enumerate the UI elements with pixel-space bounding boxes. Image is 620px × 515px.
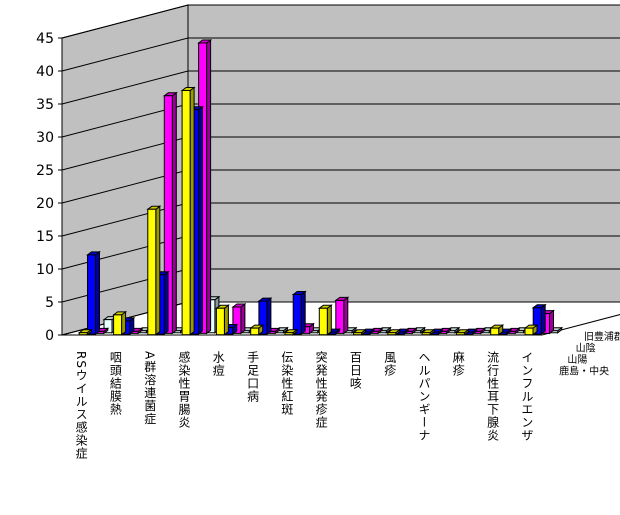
category-label: 咽頭結膜熱 xyxy=(108,351,122,416)
bar xyxy=(489,324,505,336)
bar-face xyxy=(181,90,191,336)
bar xyxy=(112,310,128,336)
bar-face xyxy=(524,327,534,336)
bar-face xyxy=(335,299,345,334)
bar-face xyxy=(113,314,123,336)
bar-face xyxy=(318,307,328,336)
series-label: 鹿島・中央 xyxy=(559,365,609,378)
category-label: 突発性発疹症 xyxy=(314,350,328,429)
bar xyxy=(214,304,230,336)
bar-face xyxy=(421,332,431,336)
bar-face xyxy=(189,86,195,336)
y-tick-label: 20 xyxy=(36,196,54,212)
back-wall xyxy=(187,4,620,303)
bar xyxy=(180,86,196,336)
category-label: 麻疹 xyxy=(451,350,465,377)
y-tick-label: 15 xyxy=(36,229,54,245)
bar-face xyxy=(87,254,96,335)
bar-face xyxy=(455,332,465,336)
bar xyxy=(86,250,101,336)
bar xyxy=(77,328,93,336)
category-label: 伝染性紅斑 xyxy=(280,351,294,416)
bar-face xyxy=(171,91,177,335)
bar xyxy=(146,205,162,336)
y-tick-label: 35 xyxy=(36,97,54,113)
bar-face xyxy=(121,310,127,336)
bar xyxy=(249,324,265,336)
y-tick-label: 40 xyxy=(36,64,54,80)
bar-face xyxy=(549,309,554,335)
bar xyxy=(334,296,350,335)
series-label: 山陰 xyxy=(576,341,596,354)
bar-face xyxy=(540,303,546,336)
bar-face xyxy=(240,303,246,335)
bar-face xyxy=(223,304,229,336)
bar xyxy=(162,91,178,335)
category-label: 風疹 xyxy=(383,351,397,377)
y-tick-label: 45 xyxy=(36,31,54,47)
bar-face xyxy=(343,296,349,335)
bar xyxy=(352,328,368,336)
category-label: A群溶連菌症 xyxy=(143,351,157,425)
bar-face xyxy=(266,297,272,336)
category-label: RSウイルス感染症 xyxy=(74,351,88,460)
bar-face xyxy=(292,294,302,335)
series-label: 山陽 xyxy=(567,354,587,366)
bar-face xyxy=(95,250,100,336)
bar-face xyxy=(147,208,157,336)
bar-face xyxy=(215,307,225,336)
series-label: 旧豊浦郡 xyxy=(584,330,620,343)
category-label: ヘルパンギーナ xyxy=(417,351,431,442)
category-label: 手足口病 xyxy=(246,351,260,403)
bar-face xyxy=(206,39,212,335)
bar xyxy=(283,328,299,336)
y-tick-label: 0 xyxy=(45,328,54,344)
gridline xyxy=(61,70,620,105)
y-tick-label: 10 xyxy=(36,262,54,278)
bar xyxy=(420,328,436,336)
bar-face xyxy=(353,332,363,336)
bar-face xyxy=(163,270,169,336)
category-label: インフルエンザ xyxy=(520,351,534,442)
y-tick-label: 5 xyxy=(45,295,54,311)
category-label: 流行性耳下腺炎 xyxy=(486,351,500,442)
category-label: 水痘 xyxy=(211,351,225,377)
bar-face xyxy=(78,332,88,336)
bar xyxy=(257,297,273,336)
bar-face xyxy=(284,332,294,336)
bar-face xyxy=(300,290,306,336)
bar xyxy=(291,290,307,336)
bar-face xyxy=(155,205,161,336)
category-label: 百日咳 xyxy=(348,351,362,390)
bar-face xyxy=(387,332,397,336)
bar-face xyxy=(326,304,332,336)
y-tick-label: 25 xyxy=(36,163,54,179)
bar xyxy=(454,328,470,336)
bar xyxy=(231,303,247,335)
gridline xyxy=(61,37,620,72)
bar xyxy=(523,324,539,336)
category-label: 感染性胃腸炎 xyxy=(177,350,191,429)
y-tick-label: 30 xyxy=(36,130,54,146)
bar xyxy=(386,328,402,336)
bar-face xyxy=(490,327,500,336)
bar-face xyxy=(197,105,203,336)
gridline xyxy=(61,4,620,39)
bar xyxy=(317,304,333,336)
bar-face xyxy=(250,327,260,336)
